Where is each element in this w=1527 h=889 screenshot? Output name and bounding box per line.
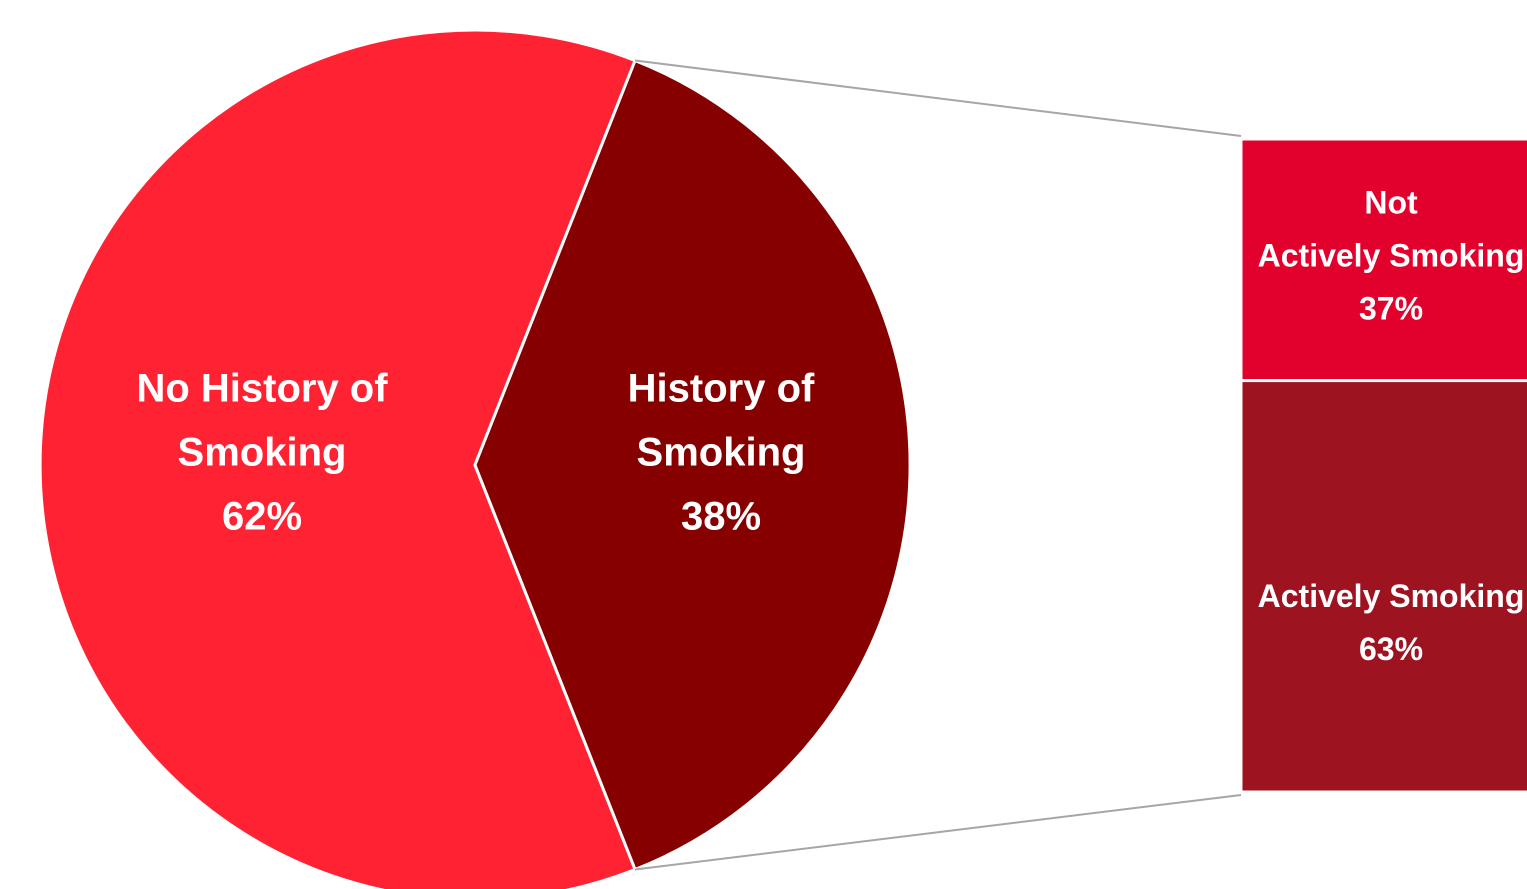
connector-line-bottom: [634, 794, 1242, 871]
data-labels: No History of Smoking 62% History of Smoking…: [136, 184, 1524, 667]
pie-chart: [38, 28, 912, 889]
pie-label-history-of-smoking: History of Smoking 38%: [628, 367, 815, 539]
pie-slice-history-of-smoking: [473, 59, 912, 871]
bar-segment-actively-smoking: [1239, 379, 1527, 794]
breakdown-stacked-bar: [1239, 137, 1527, 794]
connector-line-top: [634, 59, 1242, 137]
connector-lines: [634, 59, 1242, 871]
pie-label-no-history-of-smoking: No History of Smoking 62%: [136, 367, 388, 539]
pie-slice-no-history-of-smoking: [38, 28, 637, 889]
bar-label-actively-smoking: Actively Smoking 63%: [1258, 578, 1525, 667]
bar-label-not-actively-smoking: Not Actively Smoking 37%: [1258, 184, 1525, 326]
bar-segment-not-actively-smoking: [1239, 137, 1527, 383]
